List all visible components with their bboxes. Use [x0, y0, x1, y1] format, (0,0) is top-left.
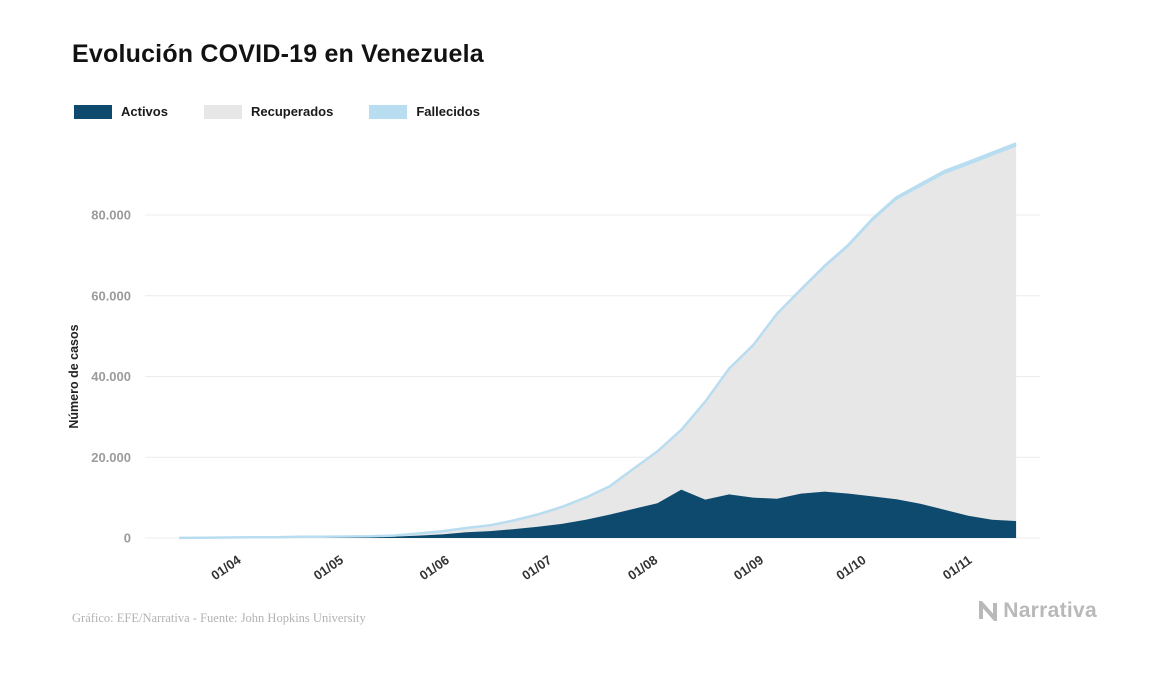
y-tick-label: 80.000 — [91, 208, 131, 223]
y-tick-label: 40.000 — [91, 369, 131, 384]
y-tick-label: 0 — [124, 531, 131, 546]
x-tick-label: 01/08 — [625, 552, 660, 583]
chart-svg: 0 20.000 40.000 60.000 80.000 Número de casos… — [67, 142, 1040, 583]
legend-label-recuperados: Recuperados — [250, 104, 334, 119]
legend-item-activos: Activos — [74, 104, 168, 119]
y-tick-label: 20.000 — [91, 450, 131, 465]
x-tick-label: 01/05 — [311, 552, 346, 583]
legend-swatch-recuperados — [203, 104, 242, 119]
legend-item-fallecidos: Fallecidos — [369, 104, 480, 119]
x-tick-label: 01/09 — [731, 552, 766, 583]
stacked-area-chart: 0 20.000 40.000 60.000 80.000 Número de casos… — [40, 128, 1120, 620]
x-tick-label: 01/11 — [940, 552, 975, 583]
legend-swatch-activos — [74, 104, 112, 119]
area-recuperados — [179, 146, 1017, 538]
x-tick-label: 01/07 — [519, 552, 554, 583]
legend-item-recuperados: Recuperados — [203, 104, 334, 119]
legend-label-fallecidos: Fallecidos — [416, 104, 480, 119]
x-tick-label: 01/10 — [833, 552, 868, 583]
legend-label-activos: Activos — [121, 104, 168, 119]
narrativa-n-icon — [979, 601, 998, 621]
narrativa-logo: Narrativa — [978, 599, 1097, 623]
legend-swatch-fallecidos — [369, 104, 408, 119]
source-note: Gráfico: EFE/Narrativa - Fuente: John Ho… — [72, 611, 366, 625]
total-cap-line — [179, 142, 1017, 540]
legend: Activos Recuperados Fallecidos — [74, 104, 480, 119]
brand-text: Narrativa — [1003, 599, 1097, 622]
x-tick-label: 01/04 — [208, 552, 244, 583]
x-tick-label: 01/06 — [417, 552, 452, 583]
y-tick-label: 60.000 — [91, 288, 131, 303]
area-activos — [179, 489, 1017, 538]
y-axis-title: Número de casos — [67, 324, 81, 428]
chart-title: Evolución COVID-19 en Venezuela — [72, 40, 484, 68]
